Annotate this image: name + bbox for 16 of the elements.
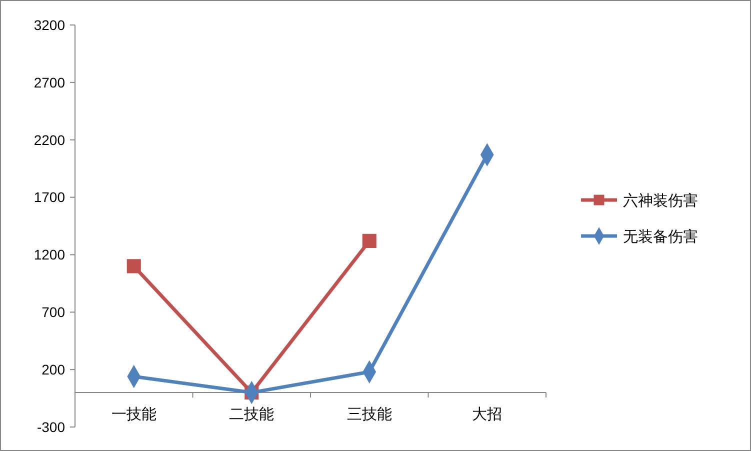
x-tick-label: 二技能 <box>229 406 274 423</box>
x-tick-label: 三技能 <box>346 406 392 423</box>
x-tick-label: 一技能 <box>111 406 156 423</box>
y-tick-label: 200 <box>42 361 66 378</box>
legend-label: 无装备伤害 <box>623 228 698 246</box>
point <box>126 259 141 274</box>
y-tick-label: 2700 <box>34 74 66 90</box>
y-tick-label: 3200 <box>34 16 66 33</box>
point <box>362 234 376 248</box>
y-tick-label: 1200 <box>34 246 66 263</box>
legend-label: 六神装伤害 <box>623 192 698 210</box>
y-tick-label: 1700 <box>34 189 66 206</box>
x-tick-label: 大招 <box>472 406 502 423</box>
y-tick-label: -300 <box>36 418 66 435</box>
y-tick-label: 2200 <box>34 132 66 148</box>
y-tick-label: 700 <box>42 304 66 320</box>
